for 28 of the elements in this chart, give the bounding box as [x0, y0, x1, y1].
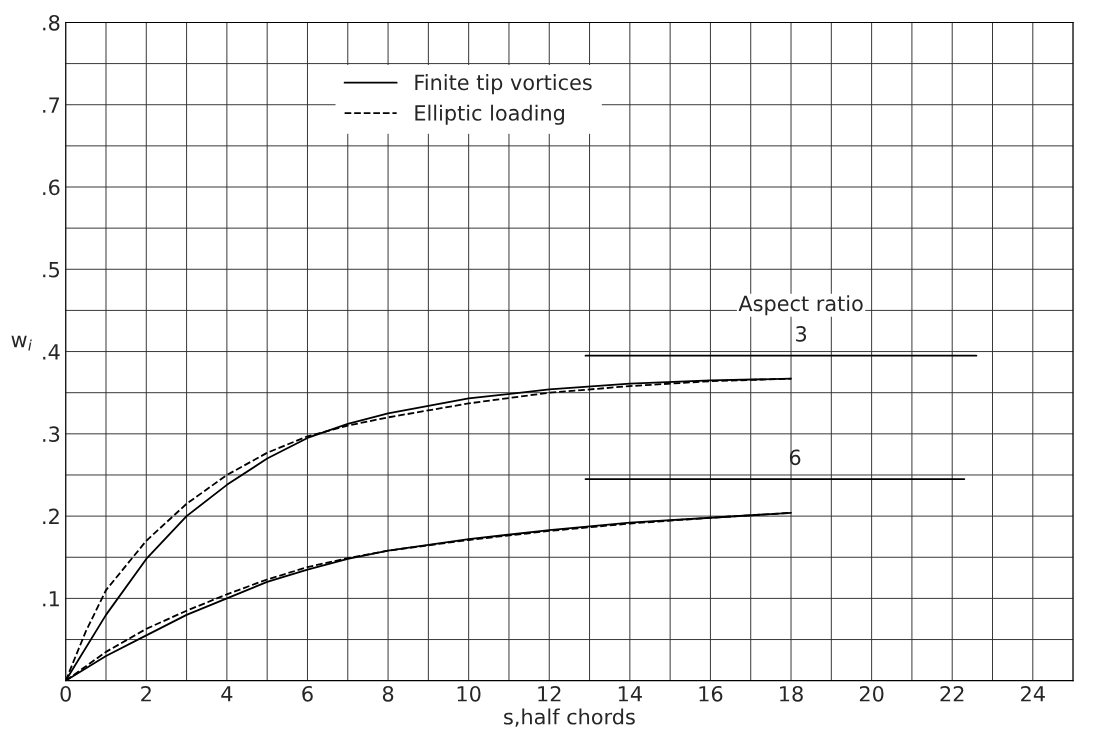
y-tick-label: .8: [43, 14, 60, 31]
x-tick-label: 18: [780, 685, 803, 702]
legend-label: Elliptic loading: [415, 104, 564, 125]
x-tick-label: 10: [457, 685, 481, 702]
x-tick-label: 6: [302, 685, 313, 702]
x-tick-label: 16: [699, 685, 723, 702]
x-tick-label: 20: [859, 685, 884, 702]
y-tick-label: .3: [43, 426, 60, 443]
x-tick-label: 2: [141, 685, 151, 702]
y-axis-title: w$_{i}$: [11, 335, 32, 351]
x-tick-label: 24: [1021, 685, 1045, 702]
y-tick-label: .1: [43, 591, 59, 607]
y-tick-label: .7: [43, 97, 60, 113]
y-tick-label: .4: [43, 344, 60, 360]
x-tick-label: 14: [618, 686, 642, 702]
x-tick-label: 12: [538, 685, 561, 702]
x-tick-label: 4: [221, 686, 233, 702]
y-tick-label: .5: [43, 262, 60, 278]
x-tick-label: 0: [60, 685, 71, 702]
annotation: Aspect ratio: [738, 295, 863, 316]
y-tick-label: .6: [43, 179, 60, 196]
legend-label: Finite tip vortices: [415, 74, 592, 95]
series-label: 6: [789, 449, 801, 466]
series-label: 3: [796, 326, 807, 342]
x-tick-label: 22: [940, 685, 964, 702]
x-axis-title: s,half chords: [504, 708, 635, 727]
y-tick-label: .2: [43, 508, 59, 525]
x-tick-label: 8: [382, 685, 394, 702]
